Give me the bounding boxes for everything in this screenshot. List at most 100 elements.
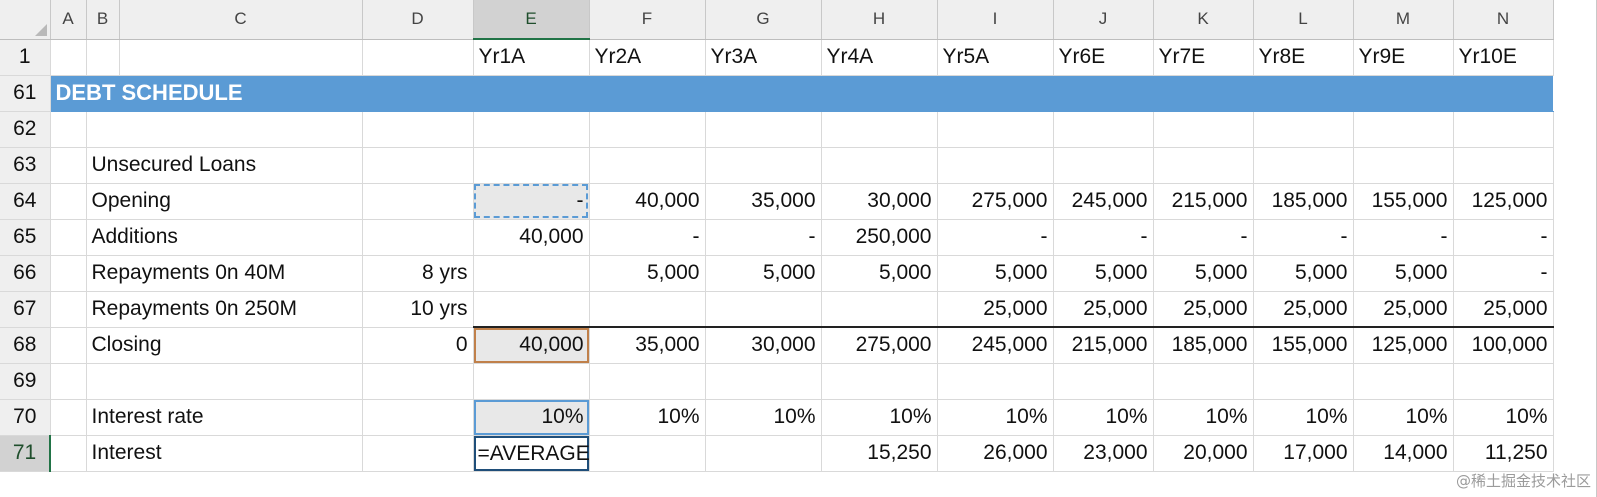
cell-h64[interactable]: 30,000	[821, 183, 938, 220]
cell-j65[interactable]: -	[1053, 219, 1154, 256]
cell-n62[interactable]	[1453, 111, 1554, 148]
cell-i68[interactable]: 245,000	[937, 326, 1054, 364]
cell-g65[interactable]: -	[705, 219, 822, 256]
cell-j67[interactable]: 25,000	[1053, 291, 1154, 328]
cell-m62[interactable]	[1353, 111, 1454, 148]
cell-g67[interactable]	[705, 291, 822, 328]
cell-k67[interactable]: 25,000	[1153, 291, 1254, 328]
cell-j62[interactable]	[1053, 111, 1154, 148]
cell-c1[interactable]	[119, 39, 363, 76]
cell-m71[interactable]: 14,000	[1353, 435, 1454, 472]
cell-n66[interactable]: -	[1453, 255, 1554, 292]
column-header-l[interactable]: L	[1253, 0, 1354, 40]
row-label[interactable]: Repayments 0n 40M	[86, 255, 363, 292]
cell-j68[interactable]: 215,000	[1053, 326, 1154, 364]
cell-d68[interactable]: 0	[362, 327, 474, 364]
cell-h71[interactable]: 15,250	[821, 435, 938, 472]
column-header-h[interactable]: H	[821, 0, 938, 40]
cell-e69[interactable]	[473, 363, 590, 400]
cell-l71[interactable]: 17,000	[1253, 435, 1354, 472]
cell-i69[interactable]	[937, 363, 1054, 400]
cell-e65[interactable]: 40,000	[473, 219, 590, 256]
column-header-j[interactable]: J	[1053, 0, 1154, 40]
cell-e68[interactable]: 40,000	[473, 326, 590, 364]
cell-l62[interactable]	[1253, 111, 1354, 148]
cell-d1[interactable]	[362, 39, 474, 76]
cell-n63[interactable]	[1453, 147, 1554, 184]
cell-m66[interactable]: 5,000	[1353, 255, 1454, 292]
cell-g66[interactable]: 5,000	[705, 255, 822, 292]
cell-i62[interactable]	[937, 111, 1054, 148]
cell-d70[interactable]	[362, 399, 474, 436]
cell-k64[interactable]: 215,000	[1153, 183, 1254, 220]
cell-h65[interactable]: 250,000	[821, 219, 938, 256]
year-header-f[interactable]: Yr2A	[589, 39, 706, 76]
cell-a71[interactable]	[50, 435, 87, 472]
cell-i71[interactable]: 26,000	[937, 435, 1054, 472]
cell-k69[interactable]	[1153, 363, 1254, 400]
cell-h66[interactable]: 5,000	[821, 255, 938, 292]
cell-n65[interactable]: -	[1453, 219, 1554, 256]
cell-l65[interactable]: -	[1253, 219, 1354, 256]
row-header-62[interactable]: 62	[0, 111, 51, 148]
cell-d66[interactable]: 8 yrs	[362, 255, 474, 292]
active-cell-e71[interactable]: =AVERAGE(E64,E68)*E70	[473, 435, 590, 472]
year-header-j[interactable]: Yr6E	[1053, 39, 1154, 76]
cell-j69[interactable]	[1053, 363, 1154, 400]
cell-k65[interactable]: -	[1153, 219, 1254, 256]
cell-g68[interactable]: 30,000	[705, 326, 822, 364]
cell-g64[interactable]: 35,000	[705, 183, 822, 220]
cell-h63[interactable]	[821, 147, 938, 184]
cell-f66[interactable]: 5,000	[589, 255, 706, 292]
cell-l68[interactable]: 155,000	[1253, 326, 1354, 364]
cell-m68[interactable]: 125,000	[1353, 326, 1454, 364]
section-title[interactable]: DEBT SCHEDULE	[50, 75, 1553, 112]
cell-k66[interactable]: 5,000	[1153, 255, 1254, 292]
column-header-e[interactable]: E	[473, 0, 590, 40]
row-header-1[interactable]: 1	[0, 39, 51, 76]
cell-n70[interactable]: 10%	[1453, 399, 1554, 436]
cell-a70[interactable]	[50, 399, 87, 436]
cell-k63[interactable]	[1153, 147, 1254, 184]
cell-e67[interactable]	[473, 291, 590, 328]
cell-l63[interactable]	[1253, 147, 1354, 184]
cell-d63[interactable]	[362, 147, 474, 184]
row-header-65[interactable]: 65	[0, 219, 51, 256]
cell-d62[interactable]	[362, 111, 474, 148]
column-header-a[interactable]: A	[50, 0, 87, 40]
year-header-n[interactable]: Yr10E	[1453, 39, 1554, 76]
cell-i67[interactable]: 25,000	[937, 291, 1054, 328]
cell-a66[interactable]	[50, 255, 87, 292]
cell-d64[interactable]	[362, 183, 474, 220]
cell-f62[interactable]	[589, 111, 706, 148]
cell-a62[interactable]	[50, 111, 87, 148]
row-header-64[interactable]: 64	[0, 183, 51, 220]
cell-h70[interactable]: 10%	[821, 399, 938, 436]
cell-j66[interactable]: 5,000	[1053, 255, 1154, 292]
cell-j63[interactable]	[1053, 147, 1154, 184]
cell-f71[interactable]	[589, 435, 706, 472]
cell-j70[interactable]: 10%	[1053, 399, 1154, 436]
year-header-k[interactable]: Yr7E	[1153, 39, 1254, 76]
cell-a64[interactable]	[50, 183, 87, 220]
cell-l64[interactable]: 185,000	[1253, 183, 1354, 220]
cell-n71[interactable]: 11,250	[1453, 435, 1554, 472]
cell-i70[interactable]: 10%	[937, 399, 1054, 436]
column-header-i[interactable]: I	[937, 0, 1054, 40]
column-header-g[interactable]: G	[705, 0, 822, 40]
cell-m69[interactable]	[1353, 363, 1454, 400]
cell-i64[interactable]: 275,000	[937, 183, 1054, 220]
cell-k70[interactable]: 10%	[1153, 399, 1254, 436]
formula-edit-text[interactable]: =AVERAGE(E64,E68)*E70	[478, 442, 589, 466]
cell-f65[interactable]: -	[589, 219, 706, 256]
column-header-b[interactable]: B	[86, 0, 120, 40]
cell-l66[interactable]: 5,000	[1253, 255, 1354, 292]
cell-g63[interactable]	[705, 147, 822, 184]
cell-m67[interactable]: 25,000	[1353, 291, 1454, 328]
cell-e66[interactable]	[473, 255, 590, 292]
cell-a69[interactable]	[50, 363, 87, 400]
cell-a65[interactable]	[50, 219, 87, 256]
cell-l67[interactable]: 25,000	[1253, 291, 1354, 328]
cell-l70[interactable]: 10%	[1253, 399, 1354, 436]
cell-d71[interactable]	[362, 435, 474, 472]
